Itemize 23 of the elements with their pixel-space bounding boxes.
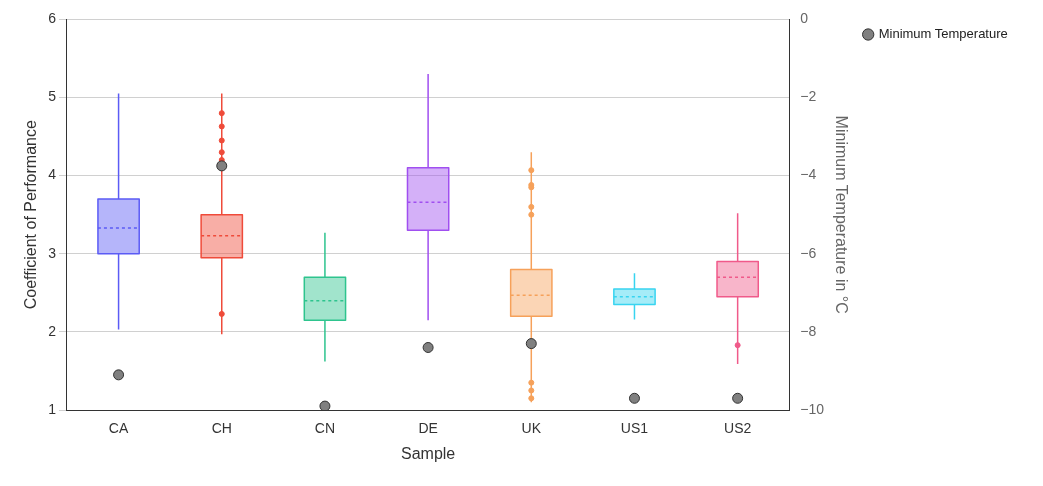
y2-tick-label: −8 xyxy=(800,322,817,339)
y2-tick-label: −6 xyxy=(800,244,817,261)
legend-label: Minimum Temperature xyxy=(878,26,1008,42)
y-tick-label: 6 xyxy=(48,10,57,27)
y2-tick-label: −10 xyxy=(800,400,825,417)
x-tick-label: US2 xyxy=(724,420,752,437)
y-tick-label: 5 xyxy=(48,88,57,105)
x-tick-label: CA xyxy=(108,420,129,437)
y2-tick-label: −2 xyxy=(800,88,817,105)
y-tick-label: 4 xyxy=(48,166,57,183)
y-tick-label: 1 xyxy=(48,400,57,417)
y2-tick-label: 0 xyxy=(800,10,809,27)
x-tick-label: CH xyxy=(211,420,232,437)
y2-axis-title: Minimum Temperature in °C xyxy=(833,115,851,314)
x-tick-label: CN xyxy=(314,420,336,437)
x-tick-label: US1 xyxy=(620,420,649,437)
x-axis-title: Sample xyxy=(400,444,456,462)
y2-tick-label: −4 xyxy=(800,166,817,183)
y-axis-title: Coefficient of Performance xyxy=(22,120,40,310)
y-tick-label: 3 xyxy=(48,244,57,261)
x-tick-label: UK xyxy=(521,420,542,437)
y-tick-label: 2 xyxy=(48,322,57,339)
x-tick-label: DE xyxy=(418,420,438,437)
